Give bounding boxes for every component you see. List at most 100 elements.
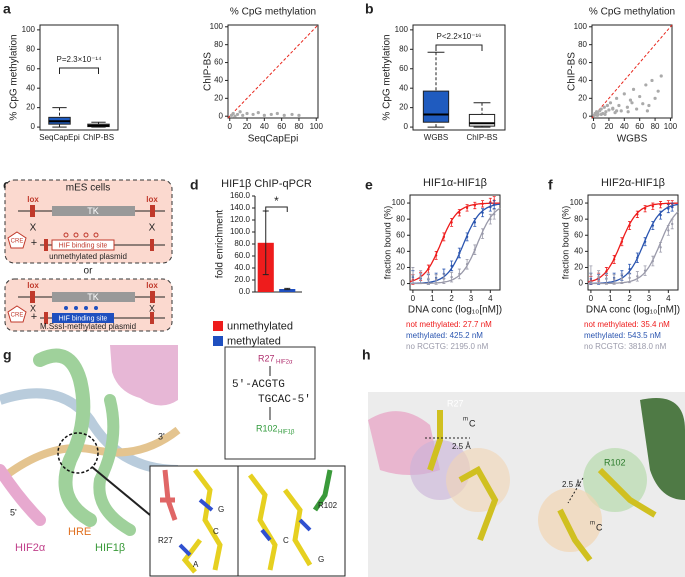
annotation: *: [274, 194, 279, 208]
annotation: P=2.3×10⁻¹⁴: [56, 55, 102, 64]
point: [275, 111, 279, 116]
base-label: A: [193, 560, 199, 569]
y-tick-label: 40: [399, 83, 408, 92]
cpg-dots: [64, 306, 98, 310]
frame: [224, 346, 316, 460]
point: [434, 254, 438, 257]
protein-label: HIF1β: [95, 542, 125, 554]
point: [589, 272, 593, 276]
vdw-sphere: [538, 488, 602, 552]
tk-gene: [52, 206, 135, 216]
binding-site-label: HIF binding site: [59, 315, 108, 322]
point: [645, 109, 649, 113]
y-tick-label: 60: [578, 58, 587, 67]
cre-label: CRE: [11, 239, 24, 245]
strand-end: 3': [158, 431, 165, 441]
y-tick-label: 0: [404, 122, 409, 131]
x-tick-label: 100: [664, 122, 678, 131]
cross: X: [149, 223, 156, 234]
point: [599, 112, 603, 117]
lox-site: [150, 312, 154, 324]
fit-curve: [410, 207, 501, 285]
sticks: [178, 498, 214, 557]
point: [603, 112, 607, 117]
point: [595, 113, 599, 117]
protein-label: HIF2α: [15, 542, 46, 554]
box: [468, 113, 496, 127]
point: [644, 83, 648, 87]
point: [653, 96, 657, 100]
x-tick-label: WGBS: [424, 133, 448, 142]
plot-frame: [409, 194, 501, 291]
point: [450, 264, 453, 268]
plot-frame: [591, 24, 673, 119]
y-tick-label: 120.0: [230, 215, 251, 224]
point: [638, 94, 642, 99]
tk-gene: [52, 292, 135, 302]
x-tick-label: 60: [635, 122, 644, 131]
point: [667, 207, 670, 210]
y-tick-label: 100: [574, 22, 588, 31]
point: [612, 278, 616, 281]
or-label: or: [84, 266, 94, 277]
x-tick-label: 3: [469, 294, 474, 303]
panel-label: h: [362, 347, 371, 363]
error-bar: [284, 287, 291, 291]
box: [422, 90, 450, 123]
point: [620, 277, 624, 280]
sticks: [160, 469, 178, 521]
cre-icon: [7, 305, 27, 323]
point: [599, 107, 603, 111]
y-tick-label: 140.0: [230, 203, 251, 212]
y-tick-label: 20.0: [234, 275, 250, 284]
x-tick-label: 60: [277, 122, 286, 131]
point: [489, 205, 492, 209]
y-tick-label: 160.0: [230, 191, 251, 200]
sticks: [427, 410, 499, 542]
sticks: [181, 468, 223, 574]
legend-label: methylated: 425.2 nM: [406, 331, 483, 340]
legend-label: no RCGTG: 3818.0 nM: [584, 342, 667, 351]
point: [262, 113, 266, 117]
point: [434, 278, 438, 281]
point: [628, 267, 631, 271]
lox-site: [150, 205, 155, 217]
inset-left: R27 A G C: [149, 465, 239, 577]
sticks: [312, 469, 333, 512]
y-tick-label: 80: [578, 40, 587, 49]
x-tick-label: 2: [449, 294, 454, 303]
point: [251, 112, 255, 117]
binding-site: [52, 313, 114, 323]
dna-label: HRE: [68, 526, 91, 538]
chart-title: HIF1α-HIF1β: [423, 177, 487, 189]
legend-label: not methylated: 35.4 nM: [584, 320, 670, 329]
y-tick-label: 0: [219, 111, 224, 120]
point: [458, 251, 461, 255]
legend-label: unmethylated: [227, 320, 293, 332]
x-tick-label: 0: [228, 122, 233, 131]
cell-title: mES cells: [66, 183, 110, 194]
point: [643, 207, 647, 210]
x-tick-label: 1: [608, 294, 613, 303]
methyl-superscript: m: [590, 521, 595, 527]
inset-right: C G R102: [237, 465, 346, 577]
point: [622, 92, 626, 96]
point: [670, 222, 674, 226]
point: [636, 213, 639, 216]
y-axis-label: % CpG methylation: [382, 34, 393, 120]
x-tick-label: SeqCapEpi: [39, 133, 80, 142]
point: [473, 221, 477, 224]
y-tick-label: 60: [399, 64, 408, 73]
x-axis-label: SeqCapEpi: [248, 134, 299, 145]
y-tick-label: 0: [579, 279, 584, 288]
point: [458, 272, 461, 276]
point: [631, 87, 636, 91]
point: [612, 258, 616, 261]
point: [481, 232, 484, 235]
point: [427, 277, 430, 280]
chart-title: HIF2α-HIF1β: [601, 177, 665, 189]
point: [617, 103, 621, 108]
point: [481, 202, 484, 206]
point: [636, 256, 639, 259]
